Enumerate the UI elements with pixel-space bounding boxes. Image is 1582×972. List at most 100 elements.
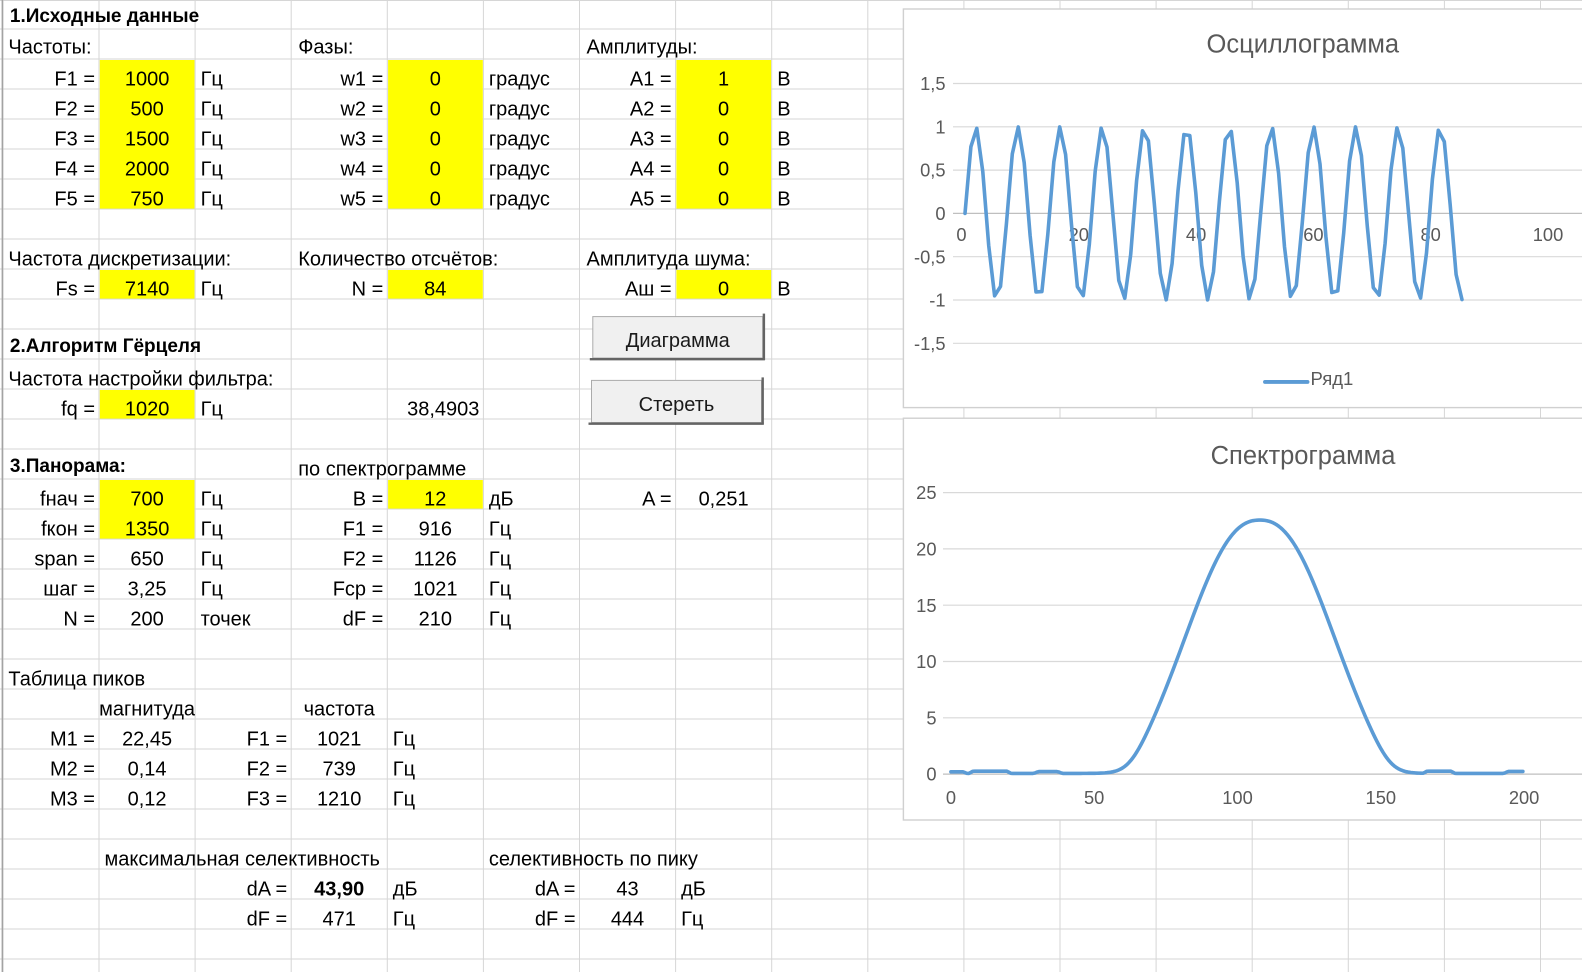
svg-text:Гц: Гц [201, 519, 223, 541]
svg-text:200: 200 [1509, 787, 1540, 808]
svg-text:43: 43 [616, 879, 638, 901]
svg-text:dA =: dA = [247, 879, 288, 901]
svg-text:Fs =: Fs = [56, 279, 95, 301]
svg-text:0: 0 [430, 69, 441, 91]
svg-text:22,45: 22,45 [122, 729, 172, 751]
svg-text:F5 =: F5 = [54, 189, 95, 211]
svg-text:150: 150 [1366, 787, 1397, 808]
svg-text:1126: 1126 [414, 549, 457, 571]
svg-text:12: 12 [424, 489, 446, 511]
svg-text:0: 0 [956, 224, 966, 245]
svg-text:Частоты:: Частоты: [8, 37, 91, 59]
svg-text:Амплитуда шума:: Амплитуда шума: [587, 249, 751, 271]
svg-text:A1 =: A1 = [630, 69, 672, 91]
svg-text:В: В [777, 99, 790, 121]
svg-text:w2 =: w2 = [339, 99, 383, 121]
svg-text:7140: 7140 [125, 279, 170, 301]
svg-text:-1,5: -1,5 [914, 333, 946, 354]
svg-text:0: 0 [430, 99, 441, 121]
svg-text:F4 =: F4 = [54, 159, 95, 181]
svg-text:В: В [777, 279, 790, 301]
svg-text:0,14: 0,14 [128, 759, 167, 781]
svg-text:частота: частота [304, 699, 376, 721]
svg-text:fнач =: fнач = [40, 489, 95, 511]
svg-text:1: 1 [718, 69, 729, 91]
svg-text:43,90: 43,90 [314, 879, 364, 901]
svg-text:градус: градус [489, 159, 550, 181]
svg-text:20: 20 [916, 539, 936, 560]
svg-text:F2 =: F2 = [54, 99, 95, 121]
svg-text:w1 =: w1 = [339, 69, 383, 91]
svg-text:Гц: Гц [393, 789, 415, 811]
svg-text:В: В [777, 159, 790, 181]
svg-text:1021: 1021 [413, 579, 458, 601]
svg-text:селективность по пику: селективность по пику [489, 849, 698, 871]
svg-text:В: В [777, 69, 790, 91]
svg-text:A4 =: A4 = [630, 159, 672, 181]
svg-text:A3 =: A3 = [630, 129, 672, 151]
svg-text:A =: A = [642, 489, 671, 511]
svg-text:0: 0 [718, 159, 729, 181]
svg-text:1: 1 [935, 116, 945, 137]
svg-text:0: 0 [718, 99, 729, 121]
svg-text:градус: градус [489, 69, 550, 91]
svg-text:Аш =: Аш = [625, 279, 672, 301]
svg-text:Гц: Гц [201, 279, 223, 301]
svg-text:градус: градус [489, 189, 550, 211]
svg-text:B =: B = [353, 489, 384, 511]
svg-text:0: 0 [718, 129, 729, 151]
svg-text:F2 =: F2 = [343, 549, 384, 571]
svg-text:Гц: Гц [681, 909, 703, 931]
svg-text:градус: градус [489, 99, 550, 121]
svg-text:-0,5: -0,5 [914, 246, 946, 267]
svg-text:F1 =: F1 = [343, 519, 384, 541]
svg-text:N =: N = [63, 609, 95, 631]
svg-text:Гц: Гц [489, 549, 511, 571]
svg-text:M3 =: M3 = [50, 789, 95, 811]
svg-text:Гц: Гц [201, 159, 223, 181]
svg-text:Фазы:: Фазы: [298, 37, 353, 59]
svg-text:100: 100 [1222, 787, 1253, 808]
svg-text:Гц: Гц [201, 579, 223, 601]
svg-text:700: 700 [130, 489, 163, 511]
svg-text:0,5: 0,5 [920, 160, 945, 181]
svg-text:0: 0 [430, 159, 441, 181]
svg-text:по спектрограмме: по спектрограмме [298, 459, 466, 481]
svg-text:50: 50 [1084, 787, 1104, 808]
svg-text:Таблица пиков: Таблица пиков [8, 669, 145, 691]
svg-text:0: 0 [946, 787, 956, 808]
svg-text:Гц: Гц [201, 549, 223, 571]
svg-text:Гц: Гц [201, 69, 223, 91]
svg-text:0: 0 [430, 189, 441, 211]
svg-text:750: 750 [130, 189, 163, 211]
svg-text:F1 =: F1 = [247, 729, 288, 751]
svg-text:Гц: Гц [393, 759, 415, 781]
svg-text:0: 0 [935, 203, 945, 224]
svg-text:1020: 1020 [125, 399, 170, 421]
svg-text:0,251: 0,251 [699, 489, 749, 511]
svg-text:Гц: Гц [201, 489, 223, 511]
svg-text:градус: градус [489, 129, 550, 151]
svg-text:210: 210 [419, 609, 452, 631]
svg-text:N =: N = [352, 279, 384, 301]
svg-text:80: 80 [1421, 224, 1441, 245]
svg-text:Ряд1: Ряд1 [1311, 368, 1354, 389]
svg-text:1.Исходные данные: 1.Исходные данные [10, 6, 199, 27]
svg-text:F2 =: F2 = [247, 759, 288, 781]
svg-text:шаг =: шаг = [43, 579, 95, 601]
svg-text:Стереть: Стереть [639, 394, 715, 416]
svg-text:916: 916 [419, 519, 452, 541]
svg-text:Количество отсчётов:: Количество отсчётов: [298, 249, 498, 271]
svg-text:F3 =: F3 = [247, 789, 288, 811]
svg-text:dF =: dF = [343, 609, 384, 631]
svg-text:A5 =: A5 = [630, 189, 672, 211]
svg-text:0: 0 [430, 129, 441, 151]
svg-text:Диаграмма: Диаграмма [626, 330, 731, 352]
svg-text:Частота настройки фильтра:: Частота настройки фильтра: [8, 369, 273, 391]
svg-text:Гц: Гц [201, 189, 223, 211]
svg-text:F3 =: F3 = [54, 129, 95, 151]
svg-text:200: 200 [130, 609, 163, 631]
svg-text:Амплитуды:: Амплитуды: [587, 37, 698, 59]
svg-text:1350: 1350 [125, 519, 170, 541]
svg-text:Гц: Гц [201, 399, 223, 421]
